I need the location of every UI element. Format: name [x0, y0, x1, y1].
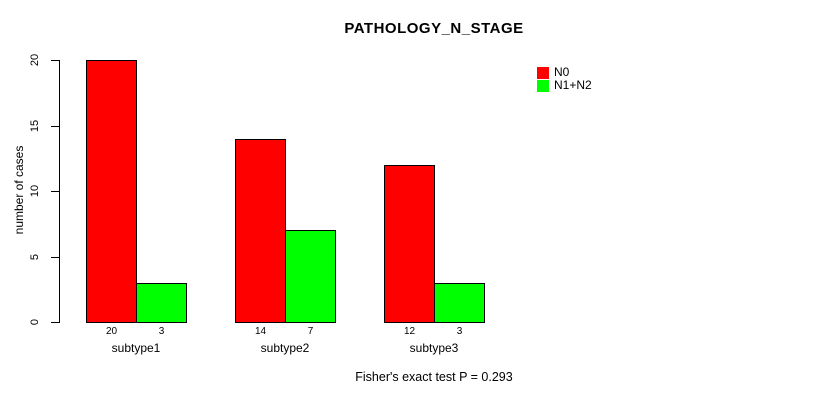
- x-category-label: subtype3: [409, 341, 459, 355]
- y-axis-title: number of cases: [12, 145, 26, 235]
- y-axis-line: [59, 60, 60, 323]
- stat-annotation: Fisher's exact test P = 0.293: [355, 370, 513, 384]
- bar-n1-n2: [434, 283, 485, 323]
- x-category-label: subtype2: [260, 341, 310, 355]
- bar-value-label: 7: [307, 326, 314, 337]
- bar-n1-n2: [285, 230, 336, 323]
- legend-entry: N0: [537, 66, 592, 79]
- y-tick-label: 15: [29, 119, 41, 133]
- legend-swatch: [537, 79, 549, 92]
- bar-n0: [235, 139, 286, 323]
- y-tick-label: 20: [29, 53, 41, 67]
- bar-n1-n2: [136, 283, 187, 323]
- bar-n0: [86, 60, 137, 323]
- y-tick-label: 0: [29, 318, 41, 326]
- bar-value-label: 14: [254, 326, 267, 337]
- y-tick-mark: [51, 60, 59, 61]
- legend: N0 N1+N2: [537, 66, 592, 92]
- bar-value-label: 12: [403, 326, 416, 337]
- bar-value-label: 3: [456, 326, 463, 337]
- legend-label: N1+N2: [554, 78, 592, 92]
- chart-title: PATHOLOGY_N_STAGE: [344, 20, 524, 37]
- y-tick-mark: [51, 322, 59, 323]
- bar-n0: [384, 165, 435, 323]
- legend-label: N0: [554, 65, 570, 79]
- legend-entry: N1+N2: [537, 79, 592, 92]
- y-tick-mark: [51, 257, 59, 258]
- y-tick-mark: [51, 191, 59, 192]
- bar-value-label: 20: [105, 326, 118, 337]
- legend-swatch: [537, 66, 549, 79]
- y-tick-label: 5: [29, 253, 41, 261]
- y-tick-mark: [51, 126, 59, 127]
- y-tick-label: 10: [29, 184, 41, 198]
- x-category-label: subtype1: [111, 341, 161, 355]
- bar-value-label: 3: [158, 326, 165, 337]
